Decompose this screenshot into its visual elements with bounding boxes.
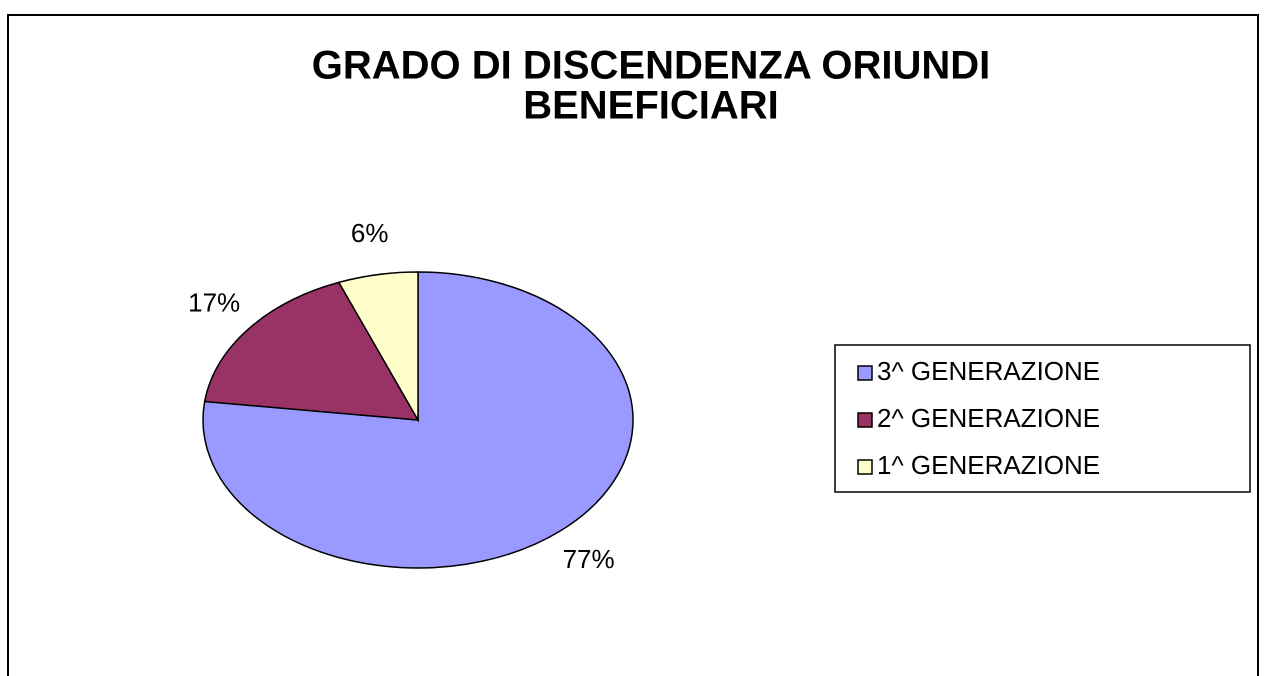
chart-title: BENEFICIARI	[523, 84, 779, 128]
legend-label: 3^ GENERAZIONE	[877, 356, 1100, 386]
legend-label: 2^ GENERAZIONE	[877, 403, 1100, 433]
legend-swatch	[857, 412, 873, 428]
legend-box	[834, 344, 1251, 493]
data-label: 6%	[351, 218, 389, 248]
legend-label: 1^ GENERAZIONE	[877, 450, 1100, 480]
chart-title: GRADO DI DISCENDENZA ORIUNDI	[312, 44, 991, 88]
data-label: 77%	[563, 544, 615, 574]
pie-slice	[337, 271, 419, 423]
data-label: 17%	[188, 288, 240, 318]
legend-swatch	[857, 365, 873, 381]
pie-slice	[203, 281, 420, 421]
chart-frame	[7, 14, 1259, 676]
legend-swatch	[857, 459, 873, 475]
